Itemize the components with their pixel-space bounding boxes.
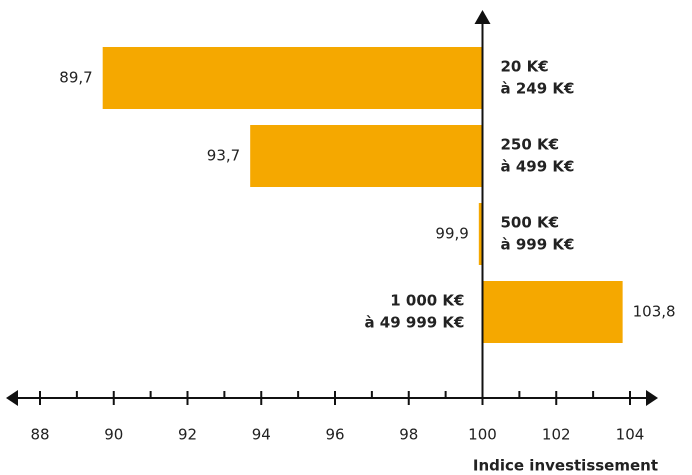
category-label: 250 K€: [501, 136, 560, 154]
x-tick-label: 96: [325, 426, 344, 444]
category-label: à 999 K€: [501, 236, 575, 254]
bar: [102, 47, 483, 109]
x-tick-label: 98: [399, 426, 418, 444]
y-axis-arrow: [474, 10, 491, 24]
category-label: à 249 K€: [501, 80, 575, 98]
x-tick-label: 90: [104, 426, 123, 444]
value-label: 89,7: [59, 69, 92, 87]
x-tick-label: 92: [178, 426, 197, 444]
value-label: 99,9: [435, 225, 468, 243]
x-tick-label: 100: [468, 426, 497, 444]
x-tick-label: 102: [542, 426, 571, 444]
bar: [478, 203, 483, 265]
x-tick-label: 104: [616, 426, 645, 444]
x-axis-arrow-right: [646, 390, 658, 406]
category-label: à 49 999 K€: [364, 314, 464, 332]
bar: [250, 125, 483, 187]
value-label: 103,8: [633, 303, 676, 321]
value-label: 93,7: [207, 147, 240, 165]
category-label: à 499 K€: [501, 158, 575, 176]
bar: [482, 281, 623, 343]
category-label: 500 K€: [501, 214, 560, 232]
x-axis-arrow-left: [6, 390, 18, 406]
x-tick-label: 88: [30, 426, 49, 444]
category-label: 20 K€: [501, 58, 549, 76]
category-label: 1 000 K€: [390, 292, 464, 310]
x-axis-title: Indice investissement: [473, 457, 658, 475]
x-tick-label: 94: [252, 426, 271, 444]
